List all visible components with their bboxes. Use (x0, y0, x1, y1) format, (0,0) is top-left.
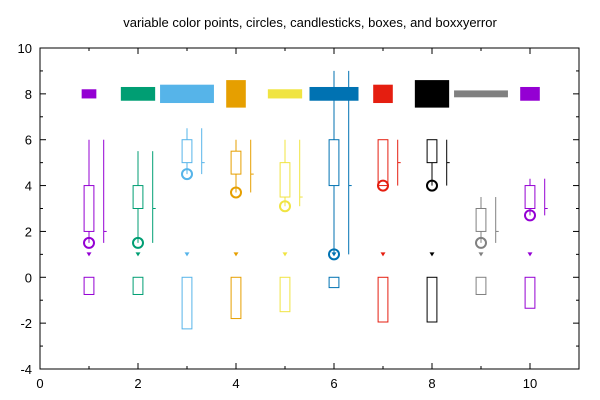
boxxyerror-bar (160, 84, 214, 104)
y-tick-label: -2 (20, 316, 32, 331)
x-tick-label: 6 (330, 376, 337, 391)
point-marker (527, 252, 533, 257)
point-marker (135, 252, 141, 257)
x-tick-label: 2 (134, 376, 141, 391)
circle-marker (181, 168, 193, 181)
box-bar (181, 276, 193, 330)
point-marker (331, 252, 337, 257)
plot-marks (81, 70, 548, 330)
box-bar (279, 276, 291, 313)
x-tick-label: 8 (428, 376, 435, 391)
circle-marker (426, 179, 438, 192)
point-marker (184, 252, 190, 257)
boxxyerror-bar (81, 89, 97, 99)
candlestick-box (377, 139, 389, 187)
box-bar (377, 276, 389, 323)
candlestick-box (524, 185, 536, 209)
candlestick-box (475, 208, 487, 232)
candlestick-box (132, 185, 144, 209)
circle-marker (83, 236, 95, 249)
chart-title: variable color points, circles, candlest… (123, 15, 497, 30)
series-group-1 (81, 89, 107, 295)
boxxyerror-bar (520, 86, 540, 101)
candlestick-box (279, 162, 291, 198)
circle-marker (132, 236, 144, 249)
circle-marker (475, 236, 487, 249)
box-bar (328, 276, 340, 289)
y-tick-label: 0 (25, 270, 32, 285)
series-group-4 (226, 80, 254, 320)
candlestick-box (426, 139, 438, 164)
box-bar (475, 276, 487, 295)
y-tick-label: 8 (25, 87, 32, 102)
boxxyerror-bar (226, 80, 246, 108)
box-bar (230, 276, 242, 320)
series-group-2 (120, 86, 156, 295)
point-marker (478, 252, 484, 257)
y-tick-label: 10 (18, 41, 32, 56)
circle-marker (279, 200, 291, 213)
boxxyerror-bar (454, 90, 508, 98)
y-tick-label: 4 (25, 179, 32, 194)
box-bar (426, 276, 438, 323)
series-group-10 (520, 86, 548, 309)
series-group-8 (414, 80, 450, 323)
candlestick-box (230, 150, 242, 175)
series-group-7 (373, 84, 401, 323)
boxxyerror-bar (414, 80, 450, 108)
y-tick-label: -4 (20, 362, 32, 377)
boxxyerror-bar (120, 86, 156, 101)
y-tick-label: 2 (25, 224, 32, 239)
point-marker (380, 252, 386, 257)
series-group-5 (267, 89, 303, 313)
point-marker (86, 252, 92, 257)
box-bar (83, 276, 95, 295)
point-marker (282, 252, 288, 257)
circle-marker (328, 248, 340, 261)
candlestick-box (181, 139, 193, 164)
x-tick-label: 4 (232, 376, 239, 391)
boxxyerror-bar (267, 89, 303, 99)
circle-marker (377, 179, 389, 192)
point-marker (233, 252, 239, 257)
axes: 0 2 4 6 8 10 -4 -2 0 2 4 6 8 10 (18, 41, 580, 391)
candlestick-box (83, 185, 95, 232)
circle-marker (524, 209, 536, 222)
candlestick-box (328, 139, 340, 187)
series-group-6 (309, 70, 359, 289)
box-bar (132, 276, 144, 295)
series-group-9 (454, 90, 508, 295)
x-tick-label: 0 (36, 376, 43, 391)
series-group-3 (160, 84, 214, 330)
x-tick-label: 10 (523, 376, 537, 391)
y-tick-label: 6 (25, 133, 32, 148)
box-bar (524, 276, 536, 309)
circle-marker (230, 186, 242, 199)
boxxyerror-bar (373, 84, 393, 104)
point-marker (429, 252, 435, 257)
